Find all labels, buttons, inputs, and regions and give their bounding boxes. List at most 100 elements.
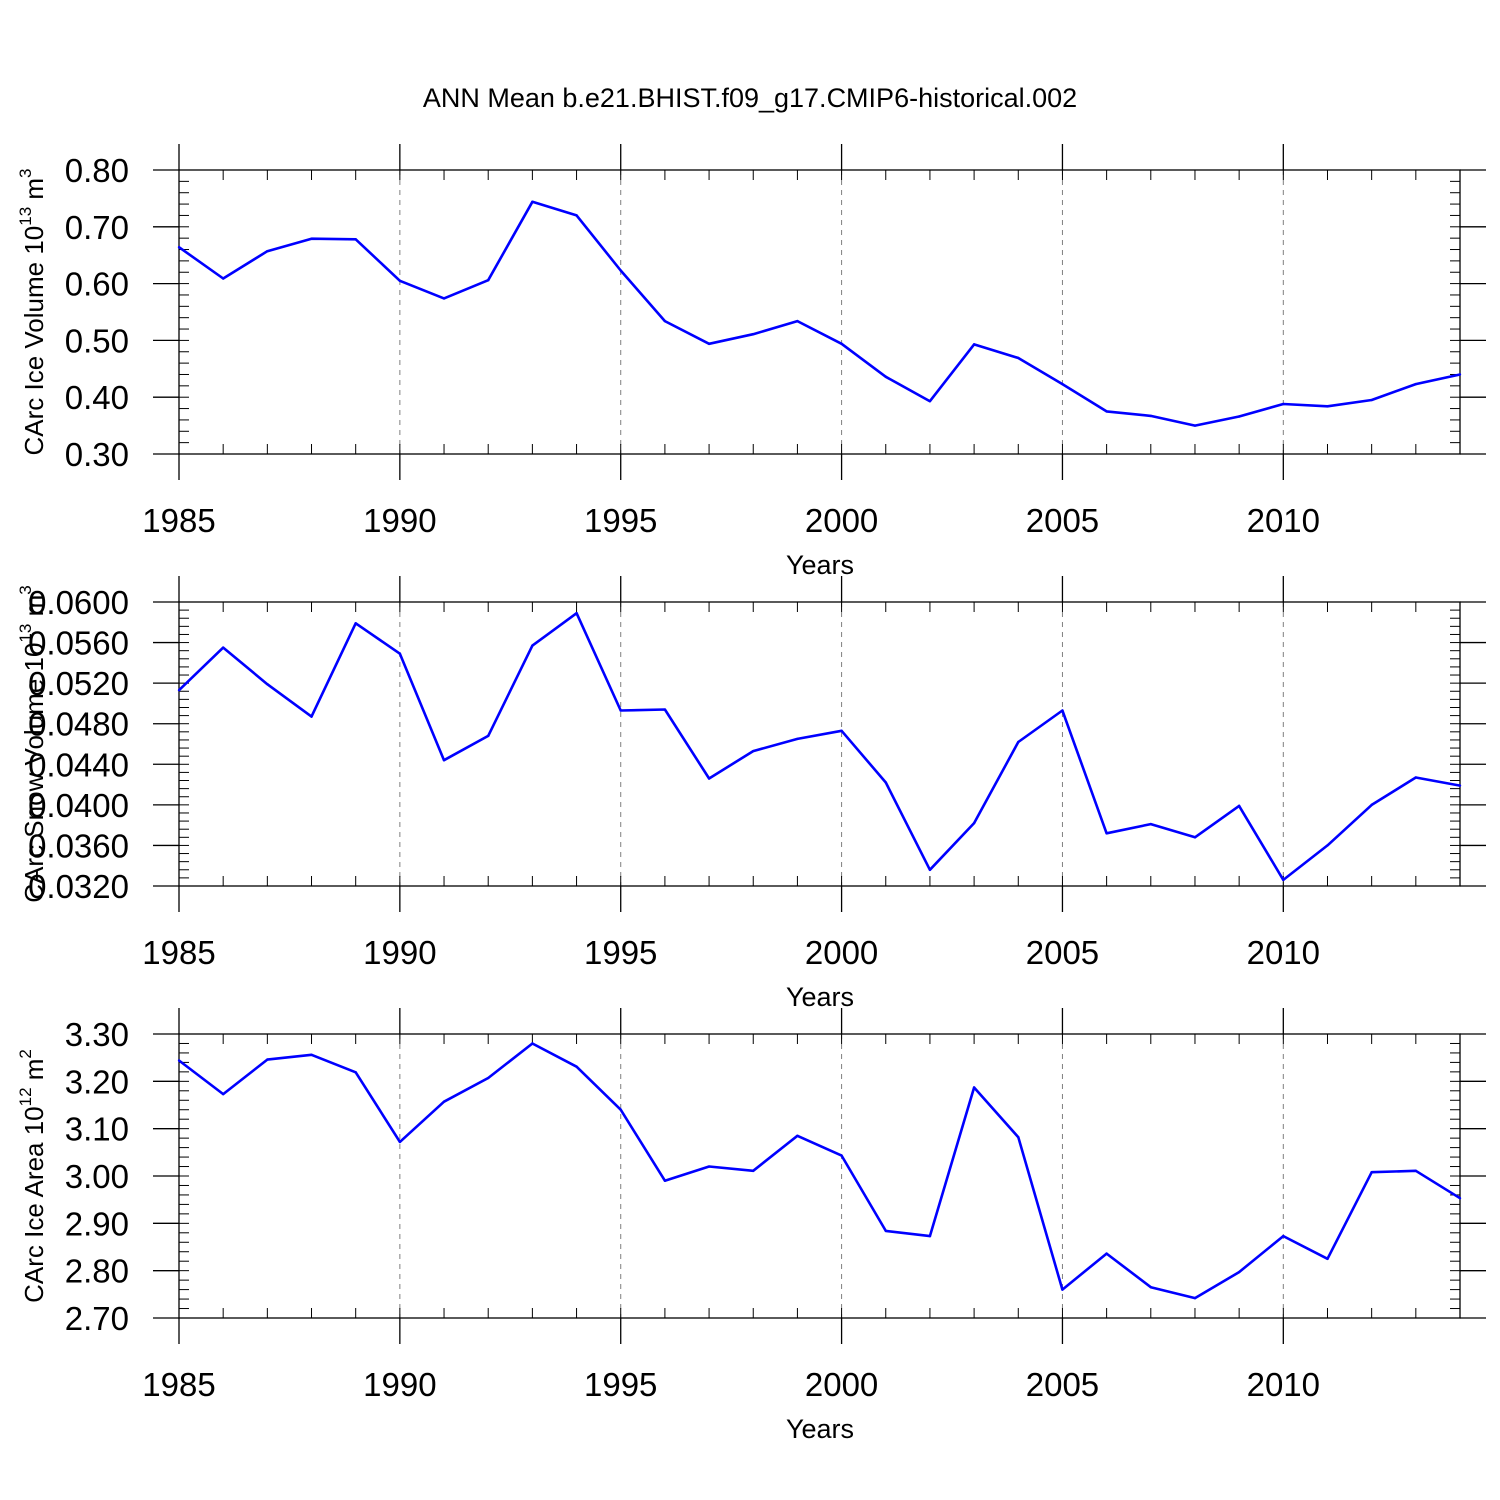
y-axis-label: CArc Ice Area 1012 m2: [16, 1049, 49, 1303]
data-point: [398, 1140, 402, 1144]
data-point: [1326, 844, 1329, 847]
data-point: [575, 214, 578, 217]
data-point: [221, 1092, 225, 1096]
x-tick-label: 2000: [805, 502, 878, 539]
y-axis-label-part: m: [19, 178, 49, 207]
x-tick-label: 2000: [805, 1366, 878, 1403]
data-point: [531, 644, 534, 647]
y-tick-label: 3.20: [65, 1063, 129, 1100]
y-axis-label-exponent: 13: [16, 624, 35, 643]
data-point: [442, 759, 446, 762]
data-point: [575, 611, 578, 615]
data-point: [796, 737, 799, 741]
data-point: [487, 1076, 490, 1080]
series-line: [178, 200, 1461, 427]
data-point: [972, 821, 976, 825]
data-point: [1061, 382, 1064, 386]
data-point: [531, 1042, 534, 1045]
x-tick-label: 2010: [1247, 1366, 1320, 1403]
data-point: [1193, 424, 1197, 427]
data-point: [928, 1234, 932, 1238]
data-point: [1326, 1257, 1329, 1261]
data-point: [663, 319, 667, 323]
data-point: [928, 868, 932, 871]
y-axis-label-exponent: 3: [16, 585, 35, 594]
data-point: [972, 1086, 976, 1089]
x-tick-label: 1990: [363, 934, 436, 971]
chart-title: ANN Mean b.e21.BHIST.f09_g17.CMIP6-histo…: [423, 83, 1077, 113]
y-tick-label: 0.70: [65, 209, 129, 246]
data-point: [707, 777, 711, 780]
data-point: [354, 622, 357, 625]
data-point: [266, 1058, 269, 1061]
data-point: [1458, 784, 1462, 787]
data-point: [1237, 804, 1241, 808]
data-point: [1105, 1252, 1108, 1255]
data-point: [398, 279, 402, 282]
data-point: [1017, 1135, 1020, 1139]
plot-frame: [178, 169, 1461, 455]
y-tick-label: 2.90: [65, 1205, 129, 1242]
y-axis-label-part: CArc Ice Volume 10: [19, 226, 49, 456]
y-tick-label: 0.0440: [28, 746, 129, 783]
x-tick-label: 1995: [584, 502, 657, 539]
x-axis-label: Years: [786, 550, 854, 580]
data-point: [1105, 410, 1108, 413]
data-point: [310, 237, 313, 240]
y-tick-label: 0.80: [65, 152, 129, 189]
y-tick-label: 0.60: [65, 266, 129, 303]
data-point: [531, 200, 534, 204]
y-tick-label: 0.0360: [28, 827, 129, 864]
series-line: [178, 611, 1461, 882]
y-axis-label-exponent: 12: [16, 1087, 35, 1106]
data-point: [928, 399, 932, 403]
data-point: [1458, 1197, 1462, 1200]
data-point: [1237, 1270, 1241, 1274]
data-point: [884, 1229, 887, 1233]
data-point: [177, 246, 181, 249]
data-point: [1193, 1296, 1197, 1300]
data-point: [354, 1071, 357, 1074]
data-point: [840, 1154, 843, 1157]
x-tick-label: 2005: [1026, 502, 1099, 539]
y-tick-label: 3.30: [65, 1016, 129, 1053]
x-tick-label: 1995: [584, 934, 657, 971]
data-point: [1017, 356, 1020, 360]
y-tick-label: 3.10: [65, 1111, 129, 1148]
data-point: [752, 332, 755, 336]
y-tick-label: 0.0560: [28, 625, 129, 662]
data-point: [177, 1059, 181, 1062]
y-axis-label: CArc Ice Volume 1013 m3: [16, 168, 49, 455]
data-point: [1105, 832, 1108, 835]
chart-panel-1: 1985 1990 1995 2000 2005 2010 0.30 0.40 0.50 0.60…: [16, 144, 1486, 580]
x-tick-label: 2005: [1026, 934, 1099, 971]
y-tick-label: 2.80: [65, 1253, 129, 1290]
data-point: [1370, 1171, 1373, 1174]
data-point: [707, 1165, 711, 1168]
y-tick-label: 0.0600: [28, 584, 129, 621]
data-point: [1282, 402, 1285, 406]
data-point: [310, 1053, 313, 1057]
data-point: [707, 342, 711, 346]
data-point: [840, 729, 843, 733]
data-point: [221, 646, 225, 649]
x-tick-label: 2000: [805, 934, 878, 971]
x-tick-label: 1995: [584, 1366, 657, 1403]
x-axis-label: Years: [786, 1414, 854, 1444]
data-point: [1149, 822, 1152, 826]
data-point: [1061, 1288, 1064, 1291]
y-axis-label-exponent: 13: [16, 207, 35, 226]
chart-panel-3: 1985 1990 1995 2000 2005 2010 2.70 2.80 2.90 3.00…: [16, 1008, 1486, 1444]
data-point: [619, 709, 622, 712]
data-point: [354, 238, 357, 241]
x-axis-label: Years: [786, 982, 854, 1012]
data-point: [1370, 398, 1373, 402]
y-axis-label-exponent: 3: [16, 168, 35, 177]
y-axis-label-part: m: [19, 595, 49, 624]
data-point: [1282, 878, 1285, 882]
y-axis-label-part: CArc Ice Area 10: [19, 1106, 49, 1303]
data-point: [177, 689, 181, 692]
data-point: [1061, 709, 1064, 712]
panels: 1985 1990 1995 2000 2005 2010 0.30 0.40 0.50 0.60…: [16, 144, 1486, 1444]
